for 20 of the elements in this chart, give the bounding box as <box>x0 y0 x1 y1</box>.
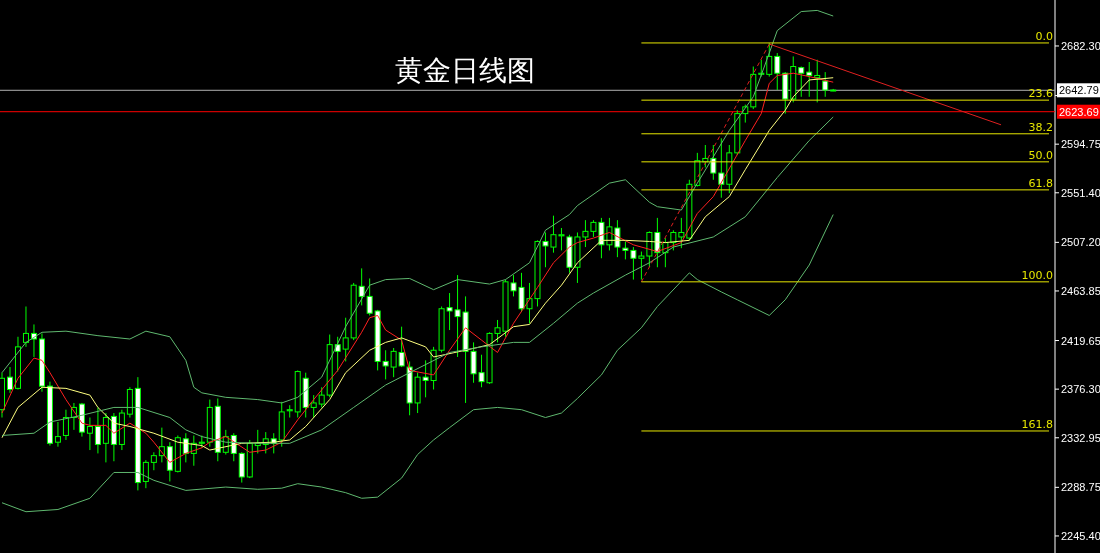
series-label: 0.0 <box>1035 29 1053 43</box>
series-label: 38.2 <box>1028 120 1053 134</box>
y-tick-label: 2463.85 <box>1061 284 1100 297</box>
series-label: 161.8 <box>1021 417 1053 431</box>
y-tick-label: 2507.20 <box>1061 236 1100 249</box>
text: 黄金日线图 <box>395 54 535 87</box>
y-tick-label: 2682.30 <box>1061 39 1100 52</box>
series-label: 23.6 <box>1028 87 1053 101</box>
series-label: 100.0 <box>1021 268 1053 282</box>
y-tick-label: 2419.65 <box>1061 334 1100 347</box>
y-tick-label: 2245.40 <box>1061 529 1100 542</box>
ref-line-label: 2623.69 <box>1059 105 1099 118</box>
y-tick-label: 2376.30 <box>1061 383 1100 396</box>
series-label: 50.0 <box>1028 148 1053 162</box>
y-tick-label: 2288.75 <box>1061 481 1100 494</box>
ref-line-label: 2642.79 <box>1059 84 1099 97</box>
series-label: 61.8 <box>1028 176 1053 190</box>
y-tick-label: 2551.40 <box>1061 186 1100 199</box>
y-tick-label: 2332.95 <box>1061 431 1100 444</box>
y-tick-label: 2594.75 <box>1061 138 1100 151</box>
